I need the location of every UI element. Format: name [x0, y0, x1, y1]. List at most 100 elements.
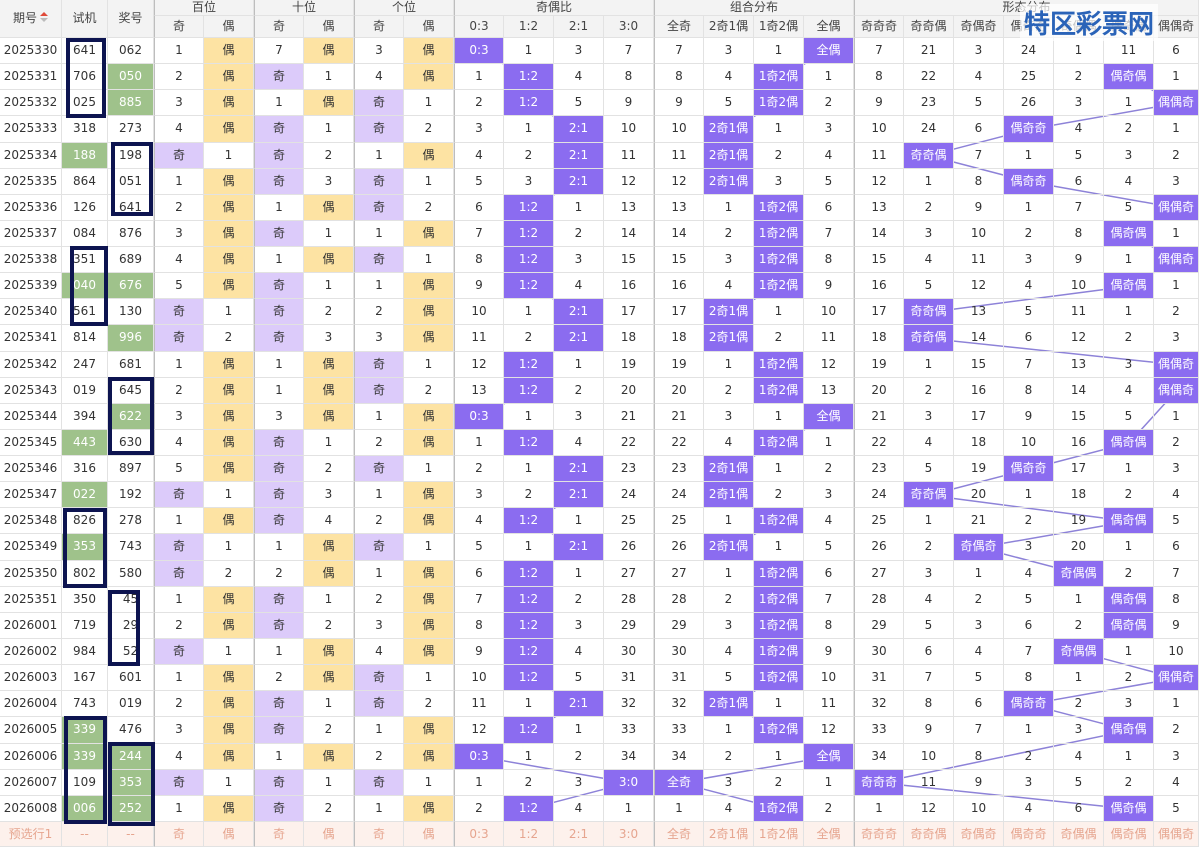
hit-cell: 2:1 [554, 534, 604, 561]
miss-count: 1 [154, 586, 204, 613]
hit-cell: 1奇2偶 [754, 795, 804, 822]
test-number: 641 [62, 38, 108, 65]
miss-count: 33 [604, 717, 654, 744]
miss-count: 1 [254, 90, 304, 117]
test-number: 826 [62, 508, 108, 535]
prize-number: 29 [108, 612, 154, 639]
miss-count: 2 [504, 482, 554, 509]
miss-count: 1 [304, 691, 354, 718]
hit-cell: 奇 [254, 717, 304, 744]
test-number: 006 [62, 795, 108, 822]
miss-count: 2 [454, 795, 504, 822]
miss-count: 16 [954, 377, 1004, 404]
hit-cell: 偶 [404, 612, 454, 639]
hit-cell: 奇 [354, 534, 404, 561]
test-number: 443 [62, 429, 108, 457]
miss-count: 1 [154, 665, 204, 692]
miss-count: 10 [804, 299, 854, 326]
issue-cell: 2025331 [0, 64, 62, 91]
miss-count: 1 [754, 116, 804, 143]
miss-count: 5 [704, 90, 754, 117]
sub-header: 偶 [304, 16, 354, 38]
issue-cell: 2025348 [0, 508, 62, 535]
miss-count: 1 [1154, 116, 1199, 143]
prize-number: 278 [108, 508, 154, 535]
miss-count: 2 [754, 482, 804, 509]
test-number: 984 [62, 638, 108, 666]
miss-count: 3 [954, 38, 1004, 65]
miss-count: 31 [854, 665, 904, 692]
miss-count: 12 [804, 351, 854, 378]
miss-count: 2 [954, 586, 1004, 613]
hit-cell: 偶 [204, 403, 254, 430]
miss-count: 1 [1104, 299, 1154, 326]
hit-cell: 偶奇偶 [1104, 64, 1154, 91]
hit-cell: 全偶 [804, 38, 854, 65]
miss-count: 3 [554, 769, 604, 796]
issue-cell: 2026006 [0, 743, 62, 770]
miss-count: 4 [554, 795, 604, 822]
header-cell: 奖号 [108, 0, 154, 38]
issue-cell: 2026002 [0, 638, 62, 666]
miss-count: 1 [904, 508, 954, 535]
hit-cell: 偶 [404, 586, 454, 613]
miss-count: 2 [404, 377, 454, 404]
miss-count: 8 [454, 247, 504, 274]
test-number: 814 [62, 325, 108, 352]
miss-count: 1 [1004, 194, 1054, 221]
miss-count: 32 [604, 691, 654, 718]
miss-count: 1 [404, 534, 454, 561]
prize-number: 051 [108, 168, 154, 195]
issue-cell: 2026005 [0, 717, 62, 744]
miss-count: 3 [1054, 90, 1104, 117]
miss-count: 4 [1104, 168, 1154, 195]
hit-cell: 2奇1偶 [704, 456, 754, 483]
miss-count: 13 [454, 377, 504, 404]
miss-count: 1 [1104, 247, 1154, 274]
miss-count: 3 [354, 325, 404, 352]
hit-cell: 2:1 [554, 482, 604, 509]
miss-count: 12 [604, 168, 654, 195]
hit-cell: 偶奇偶 [1104, 586, 1154, 613]
miss-count: 8 [1154, 586, 1199, 613]
miss-count: 1 [354, 717, 404, 744]
miss-count: 34 [854, 743, 904, 770]
test-number: 719 [62, 612, 108, 639]
sort-icon[interactable] [40, 12, 48, 22]
miss-count: 2 [1054, 64, 1104, 91]
miss-count: 1 [354, 220, 404, 248]
miss-count: 12 [654, 168, 704, 195]
miss-count: 1 [404, 168, 454, 195]
hit-cell: 偶偶奇 [1154, 351, 1199, 378]
miss-count: 7 [1004, 638, 1054, 666]
miss-count: 1 [554, 717, 604, 744]
miss-count: 10 [1054, 273, 1104, 300]
issue-cell: 2025340 [0, 299, 62, 326]
miss-count: 7 [904, 665, 954, 692]
miss-count: 15 [954, 351, 1004, 378]
miss-count: 2 [304, 299, 354, 326]
hit-cell: 奇 [254, 456, 304, 483]
miss-count: 1 [1104, 638, 1154, 666]
miss-count: 1 [304, 64, 354, 91]
prize-number: 198 [108, 142, 154, 169]
sub-header: 全偶 [804, 16, 854, 38]
hit-cell: 1:2 [504, 508, 554, 535]
miss-count: 1 [1154, 691, 1199, 718]
hit-cell: 全偶 [804, 743, 854, 770]
footer-option: 奇 [154, 822, 204, 847]
miss-count: 5 [1154, 508, 1199, 535]
miss-count: 5 [1054, 769, 1104, 796]
prize-number: 062 [108, 38, 154, 65]
miss-count: 6 [1154, 38, 1199, 65]
miss-count: 1 [504, 38, 554, 65]
hit-cell: 偶 [204, 429, 254, 457]
miss-count: 5 [904, 456, 954, 483]
prize-number: 681 [108, 351, 154, 378]
annotation-box [108, 590, 140, 666]
hit-cell: 偶 [204, 665, 254, 692]
miss-count: 1 [854, 795, 904, 822]
miss-count: 21 [654, 403, 704, 430]
miss-count: 1 [504, 116, 554, 143]
